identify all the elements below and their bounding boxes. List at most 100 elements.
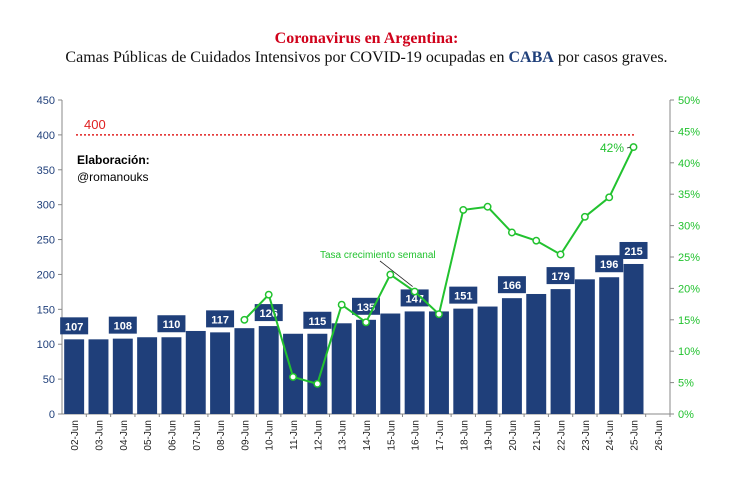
growth-point <box>459 205 468 214</box>
growth-point <box>337 300 346 309</box>
y-left-tick-label: 400 <box>37 130 55 142</box>
x-tick-label: 09-Jun <box>240 420 251 451</box>
bar <box>258 326 279 414</box>
bar <box>356 319 376 414</box>
bar-label-bg <box>108 316 137 334</box>
y-left-tick-label: 100 <box>37 339 55 351</box>
y-right-tick-label: 50% <box>678 95 700 107</box>
x-tick-label: 12-Jun <box>313 420 324 451</box>
last-value-label: 42% <box>600 141 624 155</box>
y-left-tick-label: 150 <box>37 304 55 316</box>
bar <box>112 338 133 414</box>
bar <box>234 328 255 414</box>
bar-label-bg <box>449 286 478 304</box>
x-tick-label: 17-Jun <box>435 420 446 451</box>
y-right-tick-label: 15% <box>678 315 700 327</box>
bar-value-label: 135 <box>357 302 375 314</box>
reference-label: 400 <box>84 117 106 132</box>
bar-value-label: 115 <box>308 316 326 328</box>
y-left-tick-label: 200 <box>37 269 55 281</box>
bar <box>88 339 109 414</box>
x-tick-label: 11-Jun <box>289 420 300 450</box>
bar-value-label: 151 <box>454 291 472 303</box>
x-tick-label: 08-Jun <box>216 420 227 451</box>
bar-label-bg <box>546 267 575 285</box>
growth-point <box>313 379 322 388</box>
bar <box>428 311 449 414</box>
y-left-tick-label: 250 <box>37 235 55 247</box>
y-right-tick-label: 25% <box>678 252 700 264</box>
chart-subtitle: Camas Públicas de Cuidados Intensivos po… <box>0 49 733 67</box>
bar <box>331 323 352 414</box>
x-tick-label: 18-Jun <box>459 420 470 451</box>
x-tick-label: 23-Jun <box>581 420 592 451</box>
last-value-pointer <box>626 146 631 149</box>
bar-label-bg <box>157 315 186 333</box>
x-tick-label: 15-Jun <box>386 420 397 451</box>
x-tick-label: 24-Jun <box>605 420 616 451</box>
bar <box>307 333 328 414</box>
bar-label-bg <box>497 276 526 294</box>
bar <box>380 313 401 414</box>
bar <box>501 298 522 414</box>
growth-point <box>629 143 638 152</box>
y-right-tick-label: 45% <box>678 126 700 138</box>
bar-value-label: 107 <box>65 321 83 333</box>
x-tick-label: 02-Jun <box>70 420 81 451</box>
credit-line-2: @romanouks <box>77 170 149 184</box>
y-right-tick-label: 30% <box>678 221 700 233</box>
bar <box>161 337 182 414</box>
bar-value-label: 117 <box>211 314 229 326</box>
bar <box>477 306 498 414</box>
y-right-tick-label: 35% <box>678 189 700 201</box>
bar <box>64 339 85 414</box>
y-left-tick-label: 50 <box>43 374 55 386</box>
bar <box>574 279 595 414</box>
growth-point <box>532 236 541 245</box>
bar <box>137 337 158 414</box>
bar <box>453 308 474 414</box>
bar <box>599 277 620 414</box>
y-left-tick-label: 0 <box>49 409 55 421</box>
x-tick-label: 04-Jun <box>119 420 130 451</box>
growth-point <box>264 290 273 299</box>
y-right-tick-label: 0% <box>678 409 694 421</box>
subtitle-highlight: CABA <box>508 49 554 66</box>
y-right-tick-label: 10% <box>678 346 700 358</box>
bar-label-bg <box>400 289 429 307</box>
y-left-tick-label: 450 <box>37 95 55 107</box>
y-right-tick-label: 5% <box>678 378 694 390</box>
bar <box>404 311 425 414</box>
subtitle-suffix: por casos graves. <box>553 49 668 66</box>
bar <box>526 293 547 414</box>
bar <box>623 263 644 414</box>
growth-point <box>410 287 419 296</box>
growth-point <box>386 270 395 279</box>
x-tick-label: 20-Jun <box>508 420 519 451</box>
bar-value-label: 108 <box>114 321 132 333</box>
bar-label-bg <box>619 241 648 259</box>
x-tick-label: 21-Jun <box>532 420 543 451</box>
y-right-tick-label: 40% <box>678 158 700 170</box>
x-tick-label: 16-Jun <box>411 420 422 451</box>
x-tick-label: 03-Jun <box>94 420 105 451</box>
x-tick-label: 13-Jun <box>338 420 349 451</box>
growth-point <box>605 193 614 202</box>
growth-point <box>435 310 443 319</box>
bar-value-label: 215 <box>624 246 642 258</box>
bar-value-label: 196 <box>600 259 618 271</box>
growth-point <box>362 318 370 327</box>
bar <box>210 332 231 414</box>
growth-point <box>580 212 589 221</box>
bar-value-label: 110 <box>163 319 181 331</box>
growth-point <box>289 372 297 381</box>
x-tick-label: 26-Jun <box>654 420 665 451</box>
growth-point <box>240 315 249 324</box>
bar-label-bg <box>595 255 624 273</box>
bar-label-bg <box>303 311 332 329</box>
series-annotation-pointer <box>379 260 413 287</box>
x-tick-label: 06-Jun <box>167 420 178 451</box>
x-tick-label: 05-Jun <box>143 420 154 451</box>
